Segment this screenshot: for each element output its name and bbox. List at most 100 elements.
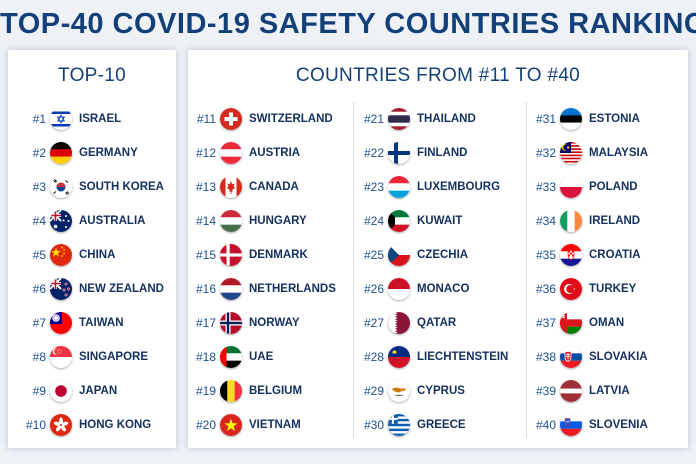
australia-flag-icon xyxy=(50,210,72,232)
country-name: IRELAND xyxy=(589,215,641,227)
list-item: #35 CROATIA xyxy=(530,238,648,272)
south-korea-flag-icon xyxy=(50,176,72,198)
finland-flag-icon xyxy=(388,142,410,164)
rank-number: #7 xyxy=(32,316,46,330)
rank-number: #5 xyxy=(32,248,46,262)
list-item: #39 LATVIA xyxy=(530,374,648,408)
country-name: NEW ZEALAND xyxy=(79,283,164,295)
malaysia-flag-icon xyxy=(560,142,582,164)
latvia-flag-icon xyxy=(560,380,582,402)
country-name: CYPRUS xyxy=(417,385,465,397)
kuwait-flag-icon xyxy=(388,210,410,232)
list-item: #32 MALAYSIA xyxy=(530,136,648,170)
rank-number: #22 xyxy=(363,146,384,160)
list-item: #14 HUNGARY xyxy=(190,204,336,238)
rank-number: #18 xyxy=(195,350,216,364)
rank-number: #6 xyxy=(32,282,46,296)
rank-number: #13 xyxy=(195,180,216,194)
austria-flag-icon xyxy=(220,142,242,164)
list-item: #36 TURKEY xyxy=(530,272,648,306)
rank-number: #23 xyxy=(363,180,384,194)
country-name: HUNGARY xyxy=(249,215,307,227)
rank-number: #9 xyxy=(32,384,46,398)
denmark-flag-icon xyxy=(220,244,242,266)
rank-column-31-40: #31 ESTONIA #32 MALAYSIA #33 POLAND #34 IRELAND… xyxy=(530,102,648,442)
list-item: #10 HONG KONG xyxy=(18,408,164,442)
country-name: THAILAND xyxy=(417,113,476,125)
country-name: ESTONIA xyxy=(589,113,640,125)
rank-number: #11 xyxy=(196,112,216,126)
country-name: SWITZERLAND xyxy=(249,113,333,125)
taiwan-flag-icon xyxy=(50,312,72,334)
country-name: OMAN xyxy=(589,317,625,329)
rank-number: #4 xyxy=(32,214,46,228)
list-item: #7 TAIWAN xyxy=(18,306,164,340)
country-name: NORWAY xyxy=(249,317,300,329)
turkey-flag-icon xyxy=(560,278,582,300)
list-item: #30 GREECE xyxy=(358,408,508,442)
germany-flag-icon xyxy=(50,142,72,164)
list-item: #22 FINLAND xyxy=(358,136,508,170)
list-item: #31 ESTONIA xyxy=(530,102,648,136)
column-divider xyxy=(526,102,527,438)
list-item: #2 GERMANY xyxy=(18,136,164,170)
liechtenstein-flag-icon xyxy=(388,346,410,368)
estonia-flag-icon xyxy=(560,108,582,130)
rank-number: #38 xyxy=(535,350,556,364)
canada-flag-icon xyxy=(220,176,242,198)
country-name: QATAR xyxy=(417,317,457,329)
country-name: MALAYSIA xyxy=(589,147,648,159)
list-item: #29 CYPRUS xyxy=(358,374,508,408)
country-name: CZECHIA xyxy=(417,249,469,261)
uae-flag-icon xyxy=(220,346,242,368)
list-item: #16 NETHERLANDS xyxy=(190,272,336,306)
country-name: CANADA xyxy=(249,181,299,193)
country-name: CROATIA xyxy=(589,249,641,261)
slovakia-flag-icon xyxy=(560,346,582,368)
list-item: #25 CZECHIA xyxy=(358,238,508,272)
country-name: KUWAIT xyxy=(417,215,463,227)
rank-number: #3 xyxy=(32,180,46,194)
list-item: #38 SLOVAKIA xyxy=(530,340,648,374)
top10-heading: TOP-10 xyxy=(58,65,126,86)
country-name: FINLAND xyxy=(417,147,468,159)
list-item: #8 SINGAPORE xyxy=(18,340,164,374)
country-name: SINGAPORE xyxy=(79,351,149,363)
netherlands-flag-icon xyxy=(220,278,242,300)
list-item: #21 THAILAND xyxy=(358,102,508,136)
greece-flag-icon xyxy=(388,414,410,436)
country-name: AUSTRIA xyxy=(249,147,301,159)
new-zealand-flag-icon xyxy=(50,278,72,300)
list-item: #6 NEW ZEALAND xyxy=(18,272,164,306)
page-title: TOP-40 COVID-19 SAFETY COUNTRIES RANKING xyxy=(0,8,696,40)
country-name: LATVIA xyxy=(589,385,630,397)
luxembourg-flag-icon xyxy=(388,176,410,198)
rank-number: #34 xyxy=(535,214,556,228)
rank-number: #2 xyxy=(32,146,46,160)
rank-column-11-20: #11 SWITZERLAND #12 AUSTRIA #13 CANADA #14 HUNG… xyxy=(190,102,336,442)
country-name: TAIWAN xyxy=(79,317,124,329)
country-name: AUSTRALIA xyxy=(79,215,146,227)
country-name: GREECE xyxy=(417,419,466,431)
rank-number: #30 xyxy=(363,418,384,432)
country-name: JAPAN xyxy=(79,385,118,397)
country-name: TURKEY xyxy=(589,283,637,295)
list-item: #37 OMAN xyxy=(530,306,648,340)
country-name: BELGIUM xyxy=(249,385,303,397)
hong-kong-flag-icon xyxy=(50,414,72,436)
rank-number: #37 xyxy=(535,316,556,330)
israel-flag-icon xyxy=(50,108,72,130)
top10-panel: TOP-10 #1 ISRAEL #2 GERMANY #3 SOUTH KOREA #4 A… xyxy=(8,50,176,448)
belgium-flag-icon xyxy=(220,380,242,402)
rank-number: #1 xyxy=(32,112,46,126)
oman-flag-icon xyxy=(560,312,582,334)
list-item: #17 NORWAY xyxy=(190,306,336,340)
rank-number: #33 xyxy=(535,180,556,194)
rank-number: #20 xyxy=(195,418,216,432)
rank-number: #28 xyxy=(363,350,384,364)
rank-number: #14 xyxy=(195,214,216,228)
china-flag-icon xyxy=(50,244,72,266)
country-name: LUXEMBOURG xyxy=(417,181,501,193)
rank-number: #15 xyxy=(195,248,216,262)
rank-number: #10 xyxy=(25,418,46,432)
